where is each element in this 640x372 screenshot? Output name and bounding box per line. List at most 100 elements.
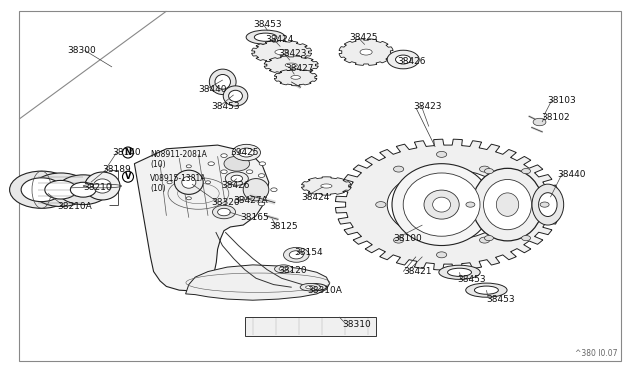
Ellipse shape <box>174 170 204 194</box>
Ellipse shape <box>291 76 301 79</box>
Text: 38426: 38426 <box>397 57 426 66</box>
Circle shape <box>208 162 214 166</box>
Circle shape <box>238 179 244 183</box>
Ellipse shape <box>439 265 480 279</box>
Circle shape <box>479 166 490 172</box>
Circle shape <box>376 202 386 208</box>
Circle shape <box>246 154 253 157</box>
Polygon shape <box>339 39 393 65</box>
Text: V: V <box>125 172 131 181</box>
Circle shape <box>224 156 250 171</box>
Text: 38425: 38425 <box>349 33 378 42</box>
Ellipse shape <box>223 86 248 106</box>
Polygon shape <box>252 41 312 64</box>
Circle shape <box>259 174 265 177</box>
Circle shape <box>271 188 277 192</box>
Circle shape <box>167 181 172 184</box>
Ellipse shape <box>472 168 543 241</box>
Ellipse shape <box>433 197 451 212</box>
Ellipse shape <box>300 283 321 291</box>
Ellipse shape <box>279 267 288 271</box>
Ellipse shape <box>321 184 332 188</box>
Text: 38125: 38125 <box>269 222 298 231</box>
Circle shape <box>484 235 493 241</box>
Circle shape <box>186 197 191 200</box>
Circle shape <box>70 182 96 197</box>
Polygon shape <box>186 265 330 300</box>
Text: 38165: 38165 <box>240 213 269 222</box>
Circle shape <box>259 162 266 166</box>
Text: 38424: 38424 <box>266 35 294 44</box>
Circle shape <box>479 237 490 243</box>
Circle shape <box>238 197 244 201</box>
Ellipse shape <box>424 190 460 219</box>
Ellipse shape <box>305 286 315 289</box>
FancyBboxPatch shape <box>19 11 621 361</box>
Ellipse shape <box>447 268 472 276</box>
Text: (10): (10) <box>150 184 166 193</box>
Ellipse shape <box>484 179 531 230</box>
Circle shape <box>239 148 254 157</box>
Ellipse shape <box>497 193 519 216</box>
Circle shape <box>231 175 243 182</box>
Circle shape <box>10 171 74 208</box>
Ellipse shape <box>285 63 297 67</box>
Circle shape <box>284 247 309 262</box>
Circle shape <box>21 178 62 202</box>
Polygon shape <box>335 139 561 270</box>
Text: 38453: 38453 <box>458 275 486 283</box>
Text: 38423: 38423 <box>413 102 442 110</box>
Ellipse shape <box>182 176 196 188</box>
Text: 38300: 38300 <box>67 46 96 55</box>
Text: 38453: 38453 <box>486 295 515 304</box>
Text: 38100: 38100 <box>394 234 422 243</box>
Ellipse shape <box>360 49 372 55</box>
Ellipse shape <box>392 164 492 246</box>
Text: 38320: 38320 <box>211 198 240 207</box>
Circle shape <box>205 181 211 184</box>
Circle shape <box>221 154 227 157</box>
Text: 38440: 38440 <box>557 170 586 179</box>
Text: N08911-2081A: N08911-2081A <box>150 150 207 159</box>
Circle shape <box>497 202 508 208</box>
Text: 38102: 38102 <box>541 113 570 122</box>
Text: ^380 l0.07: ^380 l0.07 <box>575 349 618 358</box>
Ellipse shape <box>228 90 243 102</box>
Ellipse shape <box>275 49 289 55</box>
Text: 38310: 38310 <box>342 320 371 329</box>
Circle shape <box>259 202 265 206</box>
Text: 38310A: 38310A <box>307 286 342 295</box>
Circle shape <box>225 172 248 185</box>
Polygon shape <box>134 145 269 291</box>
Ellipse shape <box>301 283 326 291</box>
Ellipse shape <box>539 193 557 217</box>
Ellipse shape <box>254 33 277 41</box>
Text: (10): (10) <box>150 160 166 169</box>
Ellipse shape <box>466 283 507 297</box>
FancyBboxPatch shape <box>245 317 376 336</box>
Text: 38440: 38440 <box>198 85 227 94</box>
Ellipse shape <box>209 69 236 94</box>
Circle shape <box>533 118 546 126</box>
Circle shape <box>436 252 447 258</box>
Text: 38120: 38120 <box>278 266 307 275</box>
Ellipse shape <box>275 265 292 273</box>
Text: 38427A: 38427A <box>234 196 268 205</box>
Circle shape <box>221 170 227 174</box>
Circle shape <box>387 50 419 69</box>
Circle shape <box>522 169 531 174</box>
Circle shape <box>218 208 230 216</box>
Circle shape <box>540 202 549 207</box>
Ellipse shape <box>93 179 111 193</box>
Circle shape <box>466 202 475 207</box>
Circle shape <box>484 169 493 174</box>
Circle shape <box>436 151 447 157</box>
Circle shape <box>246 170 253 174</box>
Circle shape <box>387 169 509 240</box>
Polygon shape <box>275 69 317 86</box>
Polygon shape <box>301 177 351 195</box>
Text: 38423: 38423 <box>278 49 307 58</box>
Text: V08915-1381A: V08915-1381A <box>150 174 207 183</box>
Circle shape <box>394 166 404 172</box>
Ellipse shape <box>85 172 120 200</box>
